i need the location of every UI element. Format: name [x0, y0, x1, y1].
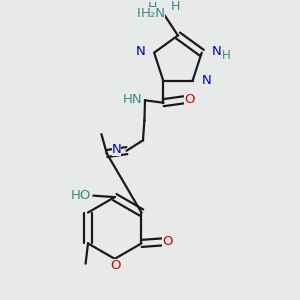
- Text: H: H: [148, 1, 157, 14]
- Text: HN: HN: [123, 93, 143, 106]
- Text: H₂N: H₂N: [140, 8, 165, 20]
- Text: N: N: [112, 143, 122, 156]
- Text: N: N: [201, 74, 211, 87]
- Text: H₂N: H₂N: [137, 7, 162, 20]
- Text: O: O: [184, 93, 195, 106]
- Text: N: N: [212, 45, 221, 58]
- Text: HO: HO: [71, 189, 91, 202]
- Text: O: O: [111, 259, 121, 272]
- Text: O: O: [162, 235, 172, 248]
- Text: N: N: [136, 45, 146, 58]
- Text: H: H: [222, 49, 230, 62]
- Text: HN: HN: [145, 8, 165, 20]
- Text: H: H: [171, 0, 181, 13]
